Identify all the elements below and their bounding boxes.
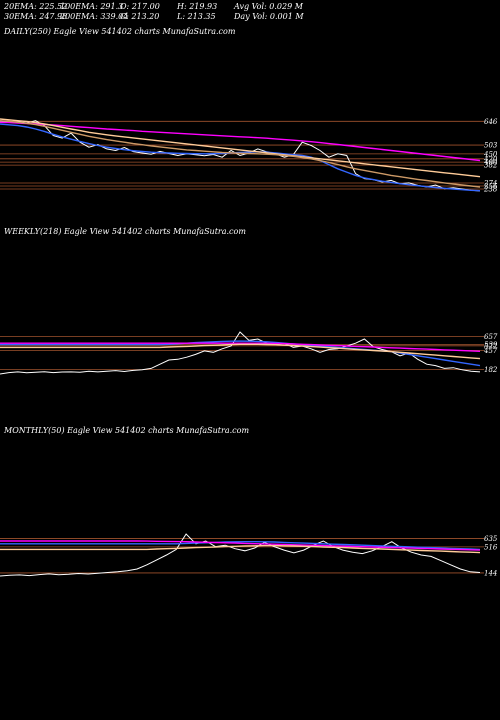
daily-level-label: 274 — [483, 180, 497, 188]
weekly-level-label: 539 — [484, 341, 498, 349]
monthly-series-line — [0, 540, 481, 551]
daily-level-label: 382 — [484, 162, 498, 170]
daily-chart-title: DAILY(250) Eagle View 541402 charts Muna… — [4, 27, 236, 36]
stats-row-1: 20EMA: 225.52100EMA: 291.3O: 217.00 H: 21… — [4, 1, 303, 12]
day-vol-stat: Day Vol: 0.001 M — [234, 12, 304, 21]
ema20-stat: 20EMA: 225.52 — [4, 2, 68, 11]
weekly-level-label: 657 — [484, 333, 498, 341]
daily-series-line — [0, 120, 481, 192]
monthly-series-line — [0, 540, 481, 551]
monthly-series-line — [0, 533, 481, 577]
high-stat: H: 219.93 — [177, 2, 218, 11]
stats-row-2: 30EMA: 247.98200EMA: 339.04C: 213.20 L: 2… — [4, 11, 304, 22]
monthly-level-label: 516 — [484, 543, 498, 551]
low-stat: L: 213.35 — [177, 12, 216, 21]
weekly-chart-title: WEEKLY(218) Eagle View 541402 charts Mun… — [4, 227, 246, 236]
daily-series-line — [0, 120, 481, 188]
ema30-stat: 30EMA: 247.98 — [4, 12, 68, 21]
monthly-chart-title: MONTHLY(50) Eagle View 541402 charts Mun… — [4, 426, 250, 435]
open-stat: O: 217.00 — [120, 2, 160, 11]
daily-level-label: 238 — [483, 186, 498, 194]
close-stat: C: 213.20 — [120, 12, 160, 21]
weekly-series-line — [0, 331, 481, 375]
avg-vol-stat: Avg Vol: 0.029 M — [234, 2, 303, 11]
daily-level-label: 646 — [484, 118, 498, 126]
ema100-stat: 100EMA: 291.3 — [60, 2, 124, 11]
weekly-level-label: 522 — [484, 342, 498, 350]
weekly-level-label: 457 — [483, 347, 498, 355]
weekly-series-line — [0, 342, 481, 352]
daily-level-label: 503 — [484, 142, 498, 150]
weekly-level-label: 182 — [484, 366, 498, 374]
weekly-series-line — [0, 343, 481, 360]
daily-series-line — [0, 121, 481, 162]
ema200-stat: 200EMA: 339.04 — [60, 12, 129, 21]
monthly-level-label: 635 — [484, 535, 498, 543]
daily-level-label: 420 — [483, 155, 498, 163]
daily-level-label: 450 — [483, 150, 498, 158]
monthly-level-label: 144 — [484, 569, 497, 577]
daily-series-line — [0, 118, 481, 178]
monthly-series-line — [0, 544, 481, 554]
daily-level-label: 256 — [483, 183, 498, 191]
daily-level-label: 400 — [483, 159, 498, 167]
